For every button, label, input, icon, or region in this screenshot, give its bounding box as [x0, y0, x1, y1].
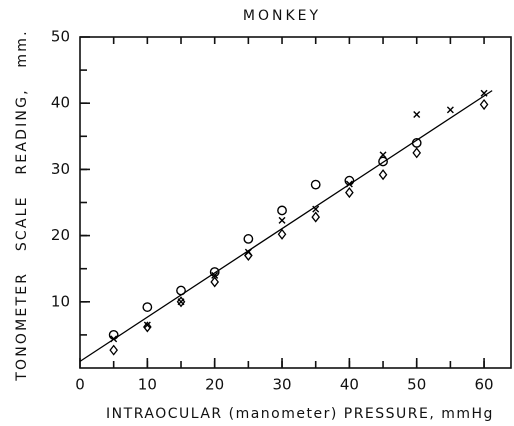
- cross-marker: [379, 151, 387, 159]
- diamond-marker: [109, 344, 118, 356]
- y-axis-label: TONOMETER SCALE READING, mm.: [14, 29, 30, 382]
- cross-stroke: [278, 216, 286, 224]
- diamond-marker: [143, 321, 152, 333]
- x-tick-label: 60: [475, 376, 494, 394]
- cross-marker: [413, 110, 421, 118]
- cross-stroke: [211, 271, 219, 279]
- x-tick-label: 30: [272, 376, 291, 394]
- x-tick-label: 40: [340, 376, 359, 394]
- diamond-marker: [277, 228, 287, 240]
- cross-stroke: [413, 110, 421, 118]
- diamond-marker: [412, 147, 422, 159]
- cross-stroke: [379, 151, 387, 159]
- diamond-marker: [378, 169, 388, 181]
- diamond-marker: [210, 276, 220, 288]
- circle-marker: [142, 302, 153, 312]
- x-tick-label: 50: [407, 376, 426, 394]
- diamond-marker: [311, 211, 321, 223]
- diamond-marker: [176, 296, 186, 308]
- y-tick-label: 20: [51, 226, 70, 244]
- y-tick-label: 10: [51, 292, 70, 310]
- x-tick-label: 20: [205, 376, 224, 394]
- x-tick-label: 10: [138, 376, 157, 394]
- chart-title: MONKEY: [243, 8, 321, 24]
- cross-stroke: [143, 321, 151, 329]
- series-diamond: [109, 98, 489, 356]
- diamond-marker: [244, 249, 253, 262]
- circle-marker: [277, 205, 287, 216]
- cross-marker: [143, 321, 151, 329]
- cross-marker: [278, 216, 286, 224]
- circle-marker: [310, 179, 321, 190]
- diamond-marker: [479, 98, 489, 111]
- fit-line: [79, 90, 493, 362]
- y-tick-label: 50: [51, 28, 70, 46]
- circle-marker: [378, 156, 388, 167]
- cross-stroke: [480, 89, 488, 97]
- cross-stroke: [312, 205, 320, 213]
- cross-stroke: [446, 106, 454, 114]
- y-tick-label: 40: [51, 94, 70, 112]
- y-tick-label: 30: [51, 160, 70, 178]
- circle-marker: [243, 234, 254, 244]
- cross-marker: [446, 106, 454, 114]
- diamond-marker: [345, 187, 354, 199]
- x-tick-label: 0: [75, 376, 85, 394]
- cross-marker: [211, 271, 219, 279]
- x-axis-label: INTRAOCULAR (manometer) PRESSURE, mmHg: [106, 406, 494, 422]
